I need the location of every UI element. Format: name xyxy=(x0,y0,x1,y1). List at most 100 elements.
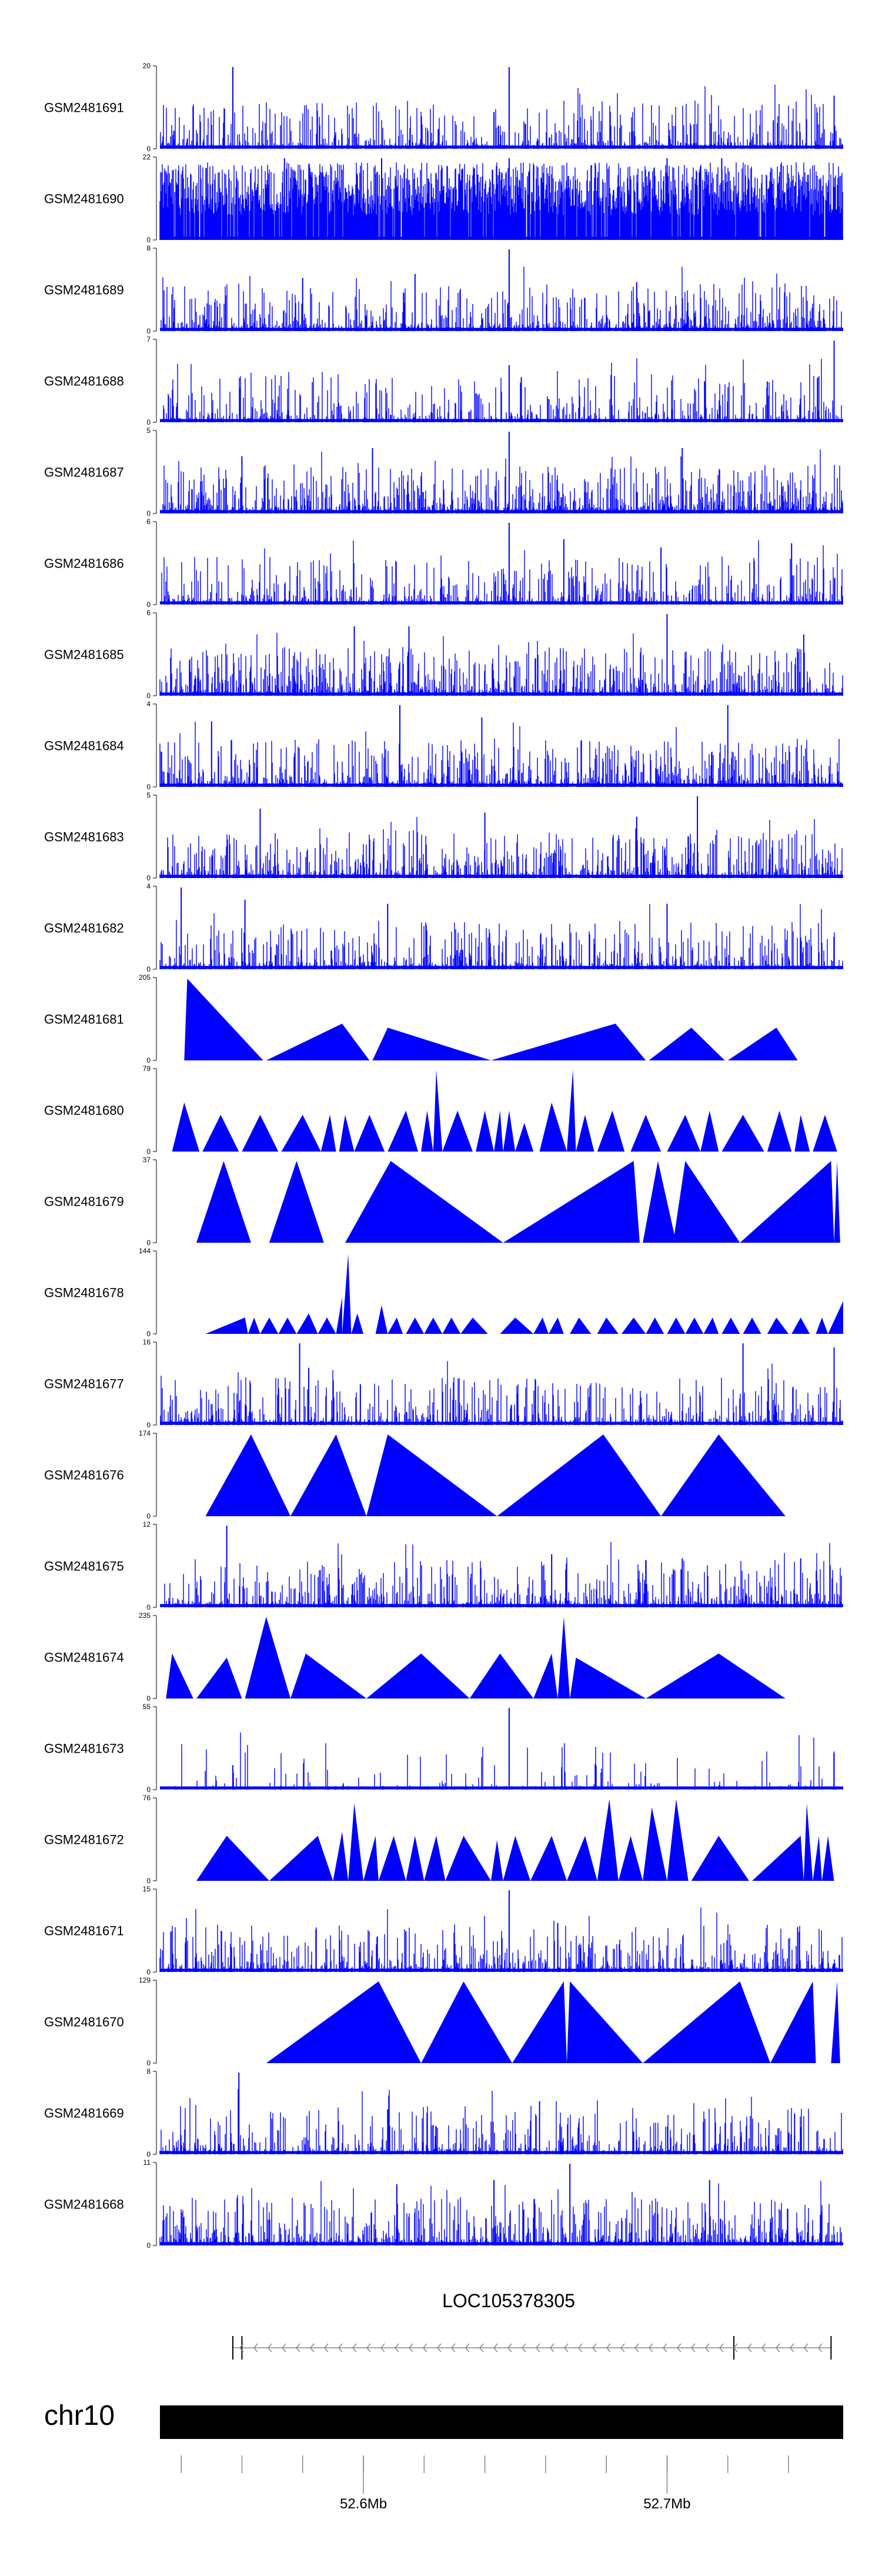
coverage-peak xyxy=(803,1803,813,1881)
coverage-peak xyxy=(490,1840,503,1881)
strand-arrow xyxy=(704,2343,710,2353)
coverage-peak xyxy=(494,1110,503,1152)
track-GSM2481676: GSM2481676 174 0 xyxy=(44,1429,786,1520)
coverage-peak xyxy=(339,1115,355,1152)
coverage-peak xyxy=(476,1110,495,1152)
coverage-signal xyxy=(161,266,843,331)
track-GSM2481689: GSM2481689 8 0 xyxy=(44,244,843,335)
coverage-signal xyxy=(161,540,843,605)
coverage-peak xyxy=(290,1653,367,1699)
coverage-peak xyxy=(770,1981,816,2063)
coverage-peak xyxy=(721,1317,740,1334)
y-max-label: 174 xyxy=(139,1429,151,1437)
y-min-label: 0 xyxy=(146,1968,151,1976)
track-GSM2481671: GSM2481671 15 0 xyxy=(44,1885,843,1976)
coverage-peak xyxy=(828,1301,843,1334)
track-label: GSM2481680 xyxy=(44,1103,124,1118)
track-label: GSM2481679 xyxy=(44,1194,124,1209)
track-GSM2481668: GSM2481668 11 0 xyxy=(44,2158,843,2250)
strand-arrow xyxy=(690,2343,696,2353)
strand-arrow xyxy=(422,2343,427,2353)
strand-arrow xyxy=(648,2343,653,2353)
track-label: GSM2481684 xyxy=(44,739,124,753)
track-label: GSM2481670 xyxy=(44,2015,124,2030)
track-GSM2481690: GSM2481690 22 0 xyxy=(44,153,843,244)
strand-arrow xyxy=(620,2343,625,2353)
coverage-peak xyxy=(387,1110,418,1152)
strand-arrow xyxy=(535,2343,540,2353)
track-GSM2481691: GSM2481691 20 0 xyxy=(44,62,843,153)
strand-arrow xyxy=(775,2343,780,2353)
coverage-peak xyxy=(372,1027,491,1060)
coverage-peak xyxy=(570,1317,592,1334)
coverage-peak xyxy=(205,1317,248,1334)
y-min-label: 0 xyxy=(146,1877,151,1885)
y-min-label: 0 xyxy=(146,1694,151,1703)
coverage-peak xyxy=(597,1799,619,1881)
coverage-peak xyxy=(296,1313,318,1334)
gene-label: LOC105378305 xyxy=(442,2290,575,2311)
coverage-signal xyxy=(159,2181,842,2245)
strand-arrow xyxy=(634,2343,639,2353)
y-min-label: 0 xyxy=(146,1147,151,1156)
strand-arrow xyxy=(281,2343,286,2353)
coverage-signal xyxy=(161,1541,842,1607)
y-max-label: 4 xyxy=(146,882,151,890)
chromosome-label: chr10 xyxy=(44,2400,115,2431)
track-GSM2481678: GSM2481678 144 0 xyxy=(44,1247,843,1338)
track-GSM2481683: GSM2481683 5 0 xyxy=(44,791,843,882)
coverage-peak xyxy=(500,1317,534,1334)
y-max-label: 129 xyxy=(139,1976,151,1984)
track-GSM2481688: GSM2481688 7 0 xyxy=(44,335,843,426)
coverage-peak xyxy=(469,1653,534,1699)
y-min-label: 0 xyxy=(146,2059,151,2067)
coverage-peak xyxy=(266,1981,422,2063)
strand-arrow xyxy=(239,2343,244,2353)
coverage-signal xyxy=(160,85,843,149)
coverage-peak xyxy=(290,1434,367,1516)
coverage-signal xyxy=(159,1907,843,1972)
strand-arrow xyxy=(817,2343,823,2353)
coverage-peak xyxy=(530,1836,567,1881)
track-label: GSM2481689 xyxy=(44,283,124,298)
strand-arrow xyxy=(394,2343,399,2353)
coverage-peak xyxy=(424,1317,443,1334)
coverage-peak xyxy=(205,1434,291,1516)
coverage-peak xyxy=(539,1102,567,1152)
coverage-signal xyxy=(160,1361,843,1425)
coverage-peak xyxy=(630,1115,662,1152)
track-GSM2481680: GSM2481680 79 0 xyxy=(44,1065,837,1156)
coverage-peak xyxy=(752,1836,804,1881)
strand-arrow xyxy=(577,2343,583,2353)
track-label: GSM2481688 xyxy=(44,374,124,389)
y-max-label: 11 xyxy=(143,2158,151,2167)
track-label: GSM2481686 xyxy=(44,556,124,571)
coverage-peak xyxy=(649,1027,725,1060)
coverage-peak xyxy=(387,1317,403,1334)
track-GSM2481681: GSM2481681 205 0 xyxy=(44,973,798,1065)
axis-tick-label: 52.6Mb xyxy=(340,2496,387,2512)
coverage-peak xyxy=(740,1161,834,1243)
coverage-peak xyxy=(512,1981,567,2063)
y-max-label: 12 xyxy=(143,1520,151,1529)
coverage-signal xyxy=(160,358,843,422)
coverage-peak xyxy=(333,1831,349,1881)
strand-arrow xyxy=(408,2343,413,2353)
track-label: GSM2481687 xyxy=(44,465,124,480)
coverage-peak xyxy=(248,1317,260,1334)
track-GSM2481686: GSM2481686 6 0 xyxy=(44,518,843,609)
coverage-peak xyxy=(421,1981,513,2063)
strand-arrow xyxy=(549,2343,554,2353)
track-label: GSM2481669 xyxy=(44,2106,124,2121)
y-max-label: 4 xyxy=(146,700,151,708)
coverage-peak xyxy=(320,1115,336,1152)
coverage-peak xyxy=(515,1123,534,1152)
coverage-signal xyxy=(159,2088,843,2154)
y-min-label: 0 xyxy=(146,1512,151,1520)
track-GSM2481684: GSM2481684 4 0 xyxy=(44,700,843,791)
coverage-peak xyxy=(831,1981,840,2063)
y-max-label: 235 xyxy=(139,1611,151,1620)
coverage-peak xyxy=(816,1317,828,1334)
y-min-label: 0 xyxy=(146,327,151,335)
